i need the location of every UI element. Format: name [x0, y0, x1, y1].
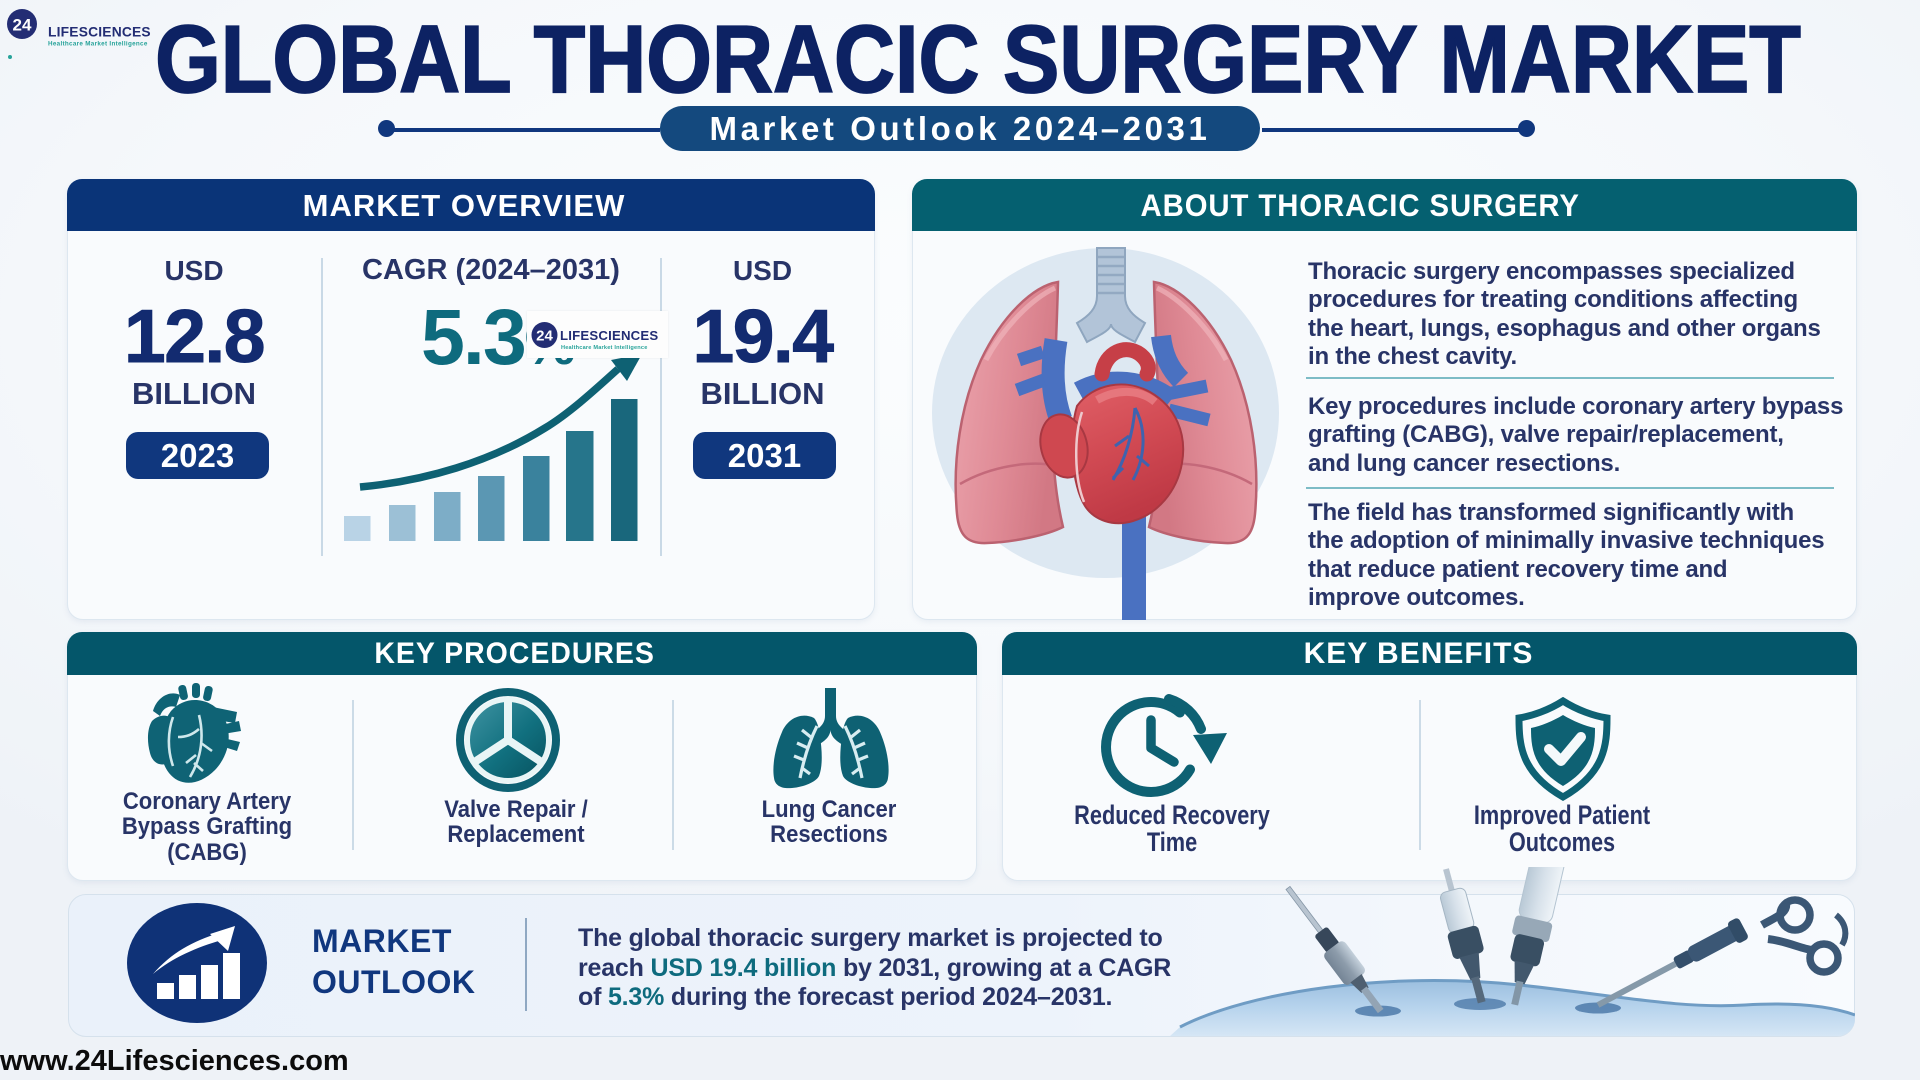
- svg-text:24: 24: [13, 16, 32, 35]
- svg-text:LIFESCIENCES: LIFESCIENCES: [560, 328, 658, 343]
- svg-text:24: 24: [536, 328, 553, 345]
- svg-text:Healthcare Market Intelligence: Healthcare Market Intelligence: [561, 345, 648, 351]
- svg-text:Healthcare Market Intelligence: Healthcare Market Intelligence: [48, 41, 148, 48]
- svg-text:LIFESCIENCES: LIFESCIENCES: [48, 25, 151, 40]
